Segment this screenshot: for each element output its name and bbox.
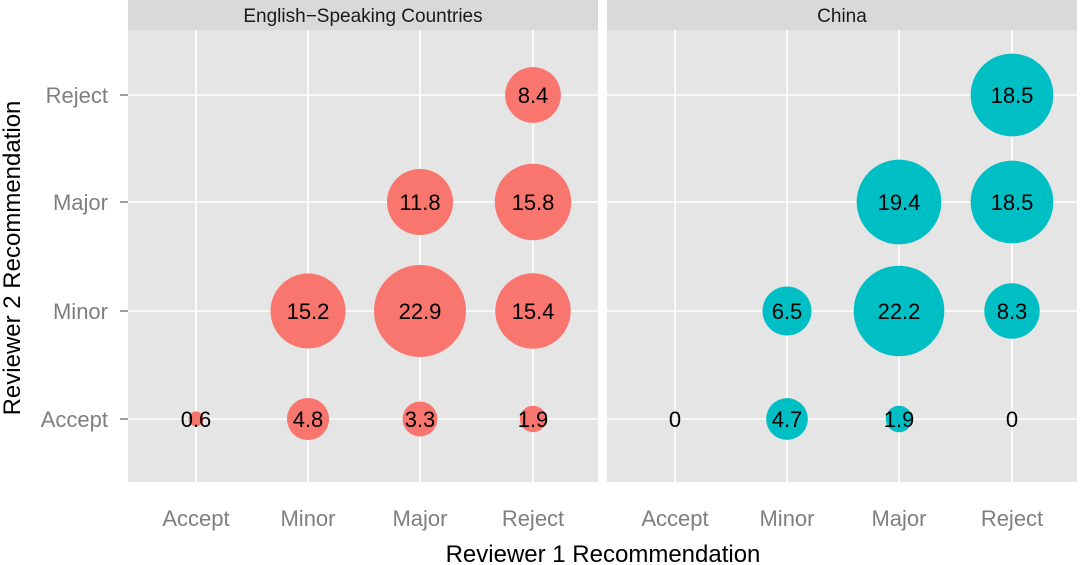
data-label: 1.9	[518, 407, 549, 432]
x-tick-label: Reject	[981, 506, 1043, 531]
panels-layer: English−Speaking Countries 0.6 4.8 3.3 1.9 15…	[128, 0, 1077, 482]
bubble	[505, 67, 561, 123]
x-tick-label: Major	[871, 506, 926, 531]
facet-title: China	[817, 6, 867, 27]
bubble	[270, 273, 346, 349]
x-tick-label: Minor	[759, 506, 814, 531]
y-axis: Accept Minor Major Reject	[41, 83, 128, 432]
y-tick-label: Reject	[46, 83, 108, 108]
data-label: 22.2	[878, 299, 921, 324]
bubble	[984, 283, 1040, 339]
bubble	[766, 398, 808, 440]
data-label: 0	[1006, 407, 1018, 432]
bubble	[188, 411, 204, 427]
bubble	[970, 53, 1054, 137]
data-label: 18.5	[991, 83, 1034, 108]
facet-title: English−Speaking Countries	[243, 6, 482, 27]
data-label: 19.4	[878, 190, 921, 215]
data-label: 15.8	[512, 190, 555, 215]
x-tick-label: Accept	[162, 506, 229, 531]
data-label: 8.3	[997, 299, 1028, 324]
bubble	[386, 168, 454, 236]
data-label: 1.9	[884, 407, 915, 432]
bubble	[519, 405, 547, 433]
data-label: 15.2	[287, 299, 330, 324]
bubble	[402, 401, 438, 437]
panel-1: China 0 4.7 1.9 0 6.5 22.2 8.3 19.4 18.5 18.5	[607, 0, 1077, 482]
x-tick-label: Minor	[280, 506, 335, 531]
panel-0: English−Speaking Countries 0.6 4.8 3.3 1.9 15…	[128, 0, 598, 482]
data-label: 0	[669, 407, 681, 432]
bubble	[970, 160, 1054, 244]
y-tick-label: Accept	[41, 407, 108, 432]
data-label: 18.5	[991, 190, 1034, 215]
y-tick-label: Major	[53, 190, 108, 215]
x-tick-label: Accept	[641, 506, 708, 531]
x-axis-title: Reviewer 1 Recommendation	[446, 541, 761, 565]
data-label: 6.5	[772, 299, 803, 324]
data-label: 4.8	[293, 407, 324, 432]
data-label: 11.8	[399, 190, 440, 215]
bubble	[762, 286, 812, 336]
data-label: 8.4	[518, 83, 549, 108]
data-label: 15.4	[512, 299, 555, 324]
data-label: 0.6	[181, 407, 212, 432]
bubble	[495, 273, 571, 349]
facet-strip	[128, 0, 598, 30]
data-label: 4.7	[772, 407, 803, 432]
x-tick-label: Major	[392, 506, 447, 531]
x-axis: Accept Minor Major Reject Accept Minor Major Re…	[162, 506, 1043, 531]
y-tick-label: Minor	[53, 299, 108, 324]
data-label: 3.3	[405, 407, 436, 432]
data-label: 22.9	[399, 299, 442, 324]
bubble	[286, 397, 330, 441]
bubble	[374, 265, 466, 357]
facet-strip	[607, 0, 1077, 30]
bubble	[494, 163, 572, 241]
y-axis-title: Reviewer 2 Recommendation	[0, 101, 26, 416]
bubble	[853, 265, 945, 357]
bubble	[885, 405, 913, 433]
x-tick-label: Reject	[502, 506, 564, 531]
bubble	[856, 159, 942, 245]
